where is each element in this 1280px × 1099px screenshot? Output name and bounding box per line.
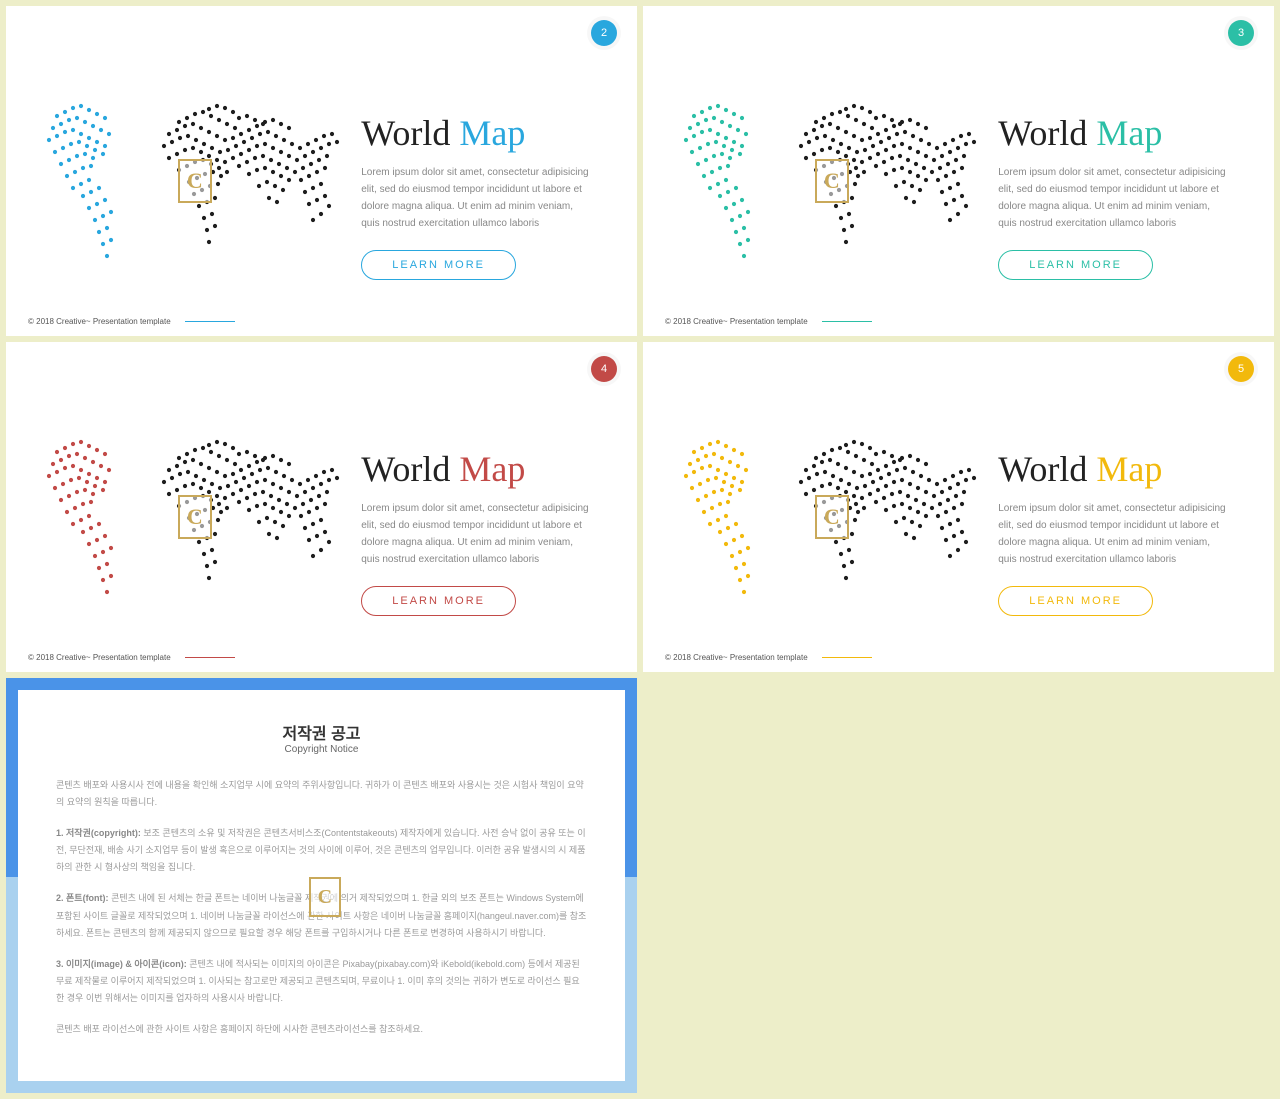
slide-title: World Map (361, 448, 619, 490)
learn-more-button[interactable]: LEARN MORE (998, 250, 1153, 280)
learn-more-button[interactable]: LEARN MORE (361, 586, 516, 616)
slide-footer: © 2018 Creative~ Presentation template (28, 317, 235, 326)
slide-5: 5 C World Map Lorem ipsum dolor sit amet… (643, 342, 1274, 672)
page-badge: 2 (591, 20, 617, 46)
watermark-icon: C (309, 877, 341, 917)
watermark-icon: C (815, 495, 849, 539)
slide-footer: © 2018 Creative~ Presentation template (28, 653, 235, 662)
learn-more-button[interactable]: LEARN MORE (998, 586, 1153, 616)
slide-desc: Lorem ipsum dolor sit amet, consectetur … (361, 164, 591, 232)
slide-footer: © 2018 Creative~ Presentation template (665, 317, 872, 326)
page-badge: 4 (591, 356, 617, 382)
watermark-icon: C (815, 159, 849, 203)
slide-desc: Lorem ipsum dolor sit amet, consectetur … (361, 500, 591, 568)
page-badge: 3 (1228, 20, 1254, 46)
slide-footer: © 2018 Creative~ Presentation template (665, 653, 872, 662)
slide-3: 3 C World Map Lorem ipsum dolor sit amet… (643, 6, 1274, 336)
slide-title: World Map (361, 112, 619, 154)
copyright-slide: 저작권 공고 Copyright Notice 콘텐츠 배포와 사용시사 전에 … (6, 678, 637, 1093)
copyright-title: 저작권 공고 (56, 720, 587, 744)
watermark-icon: C (178, 159, 212, 203)
copyright-subtitle: Copyright Notice (56, 744, 587, 755)
slide-desc: Lorem ipsum dolor sit amet, consectetur … (998, 164, 1228, 232)
slide-2: 2 C World Map Lorem ipsum dolor sit amet… (6, 6, 637, 336)
page-badge: 5 (1228, 356, 1254, 382)
learn-more-button[interactable]: LEARN MORE (361, 250, 516, 280)
watermark-icon: C (178, 495, 212, 539)
slide-title: World Map (998, 448, 1256, 490)
slide-desc: Lorem ipsum dolor sit amet, consectetur … (998, 500, 1228, 568)
slide-4: 4 C World Map Lorem ipsum dolor sit amet… (6, 342, 637, 672)
slide-grid: 2 C World Map Lorem ipsum dolor sit amet… (6, 6, 1274, 1093)
slide-title: World Map (998, 112, 1256, 154)
